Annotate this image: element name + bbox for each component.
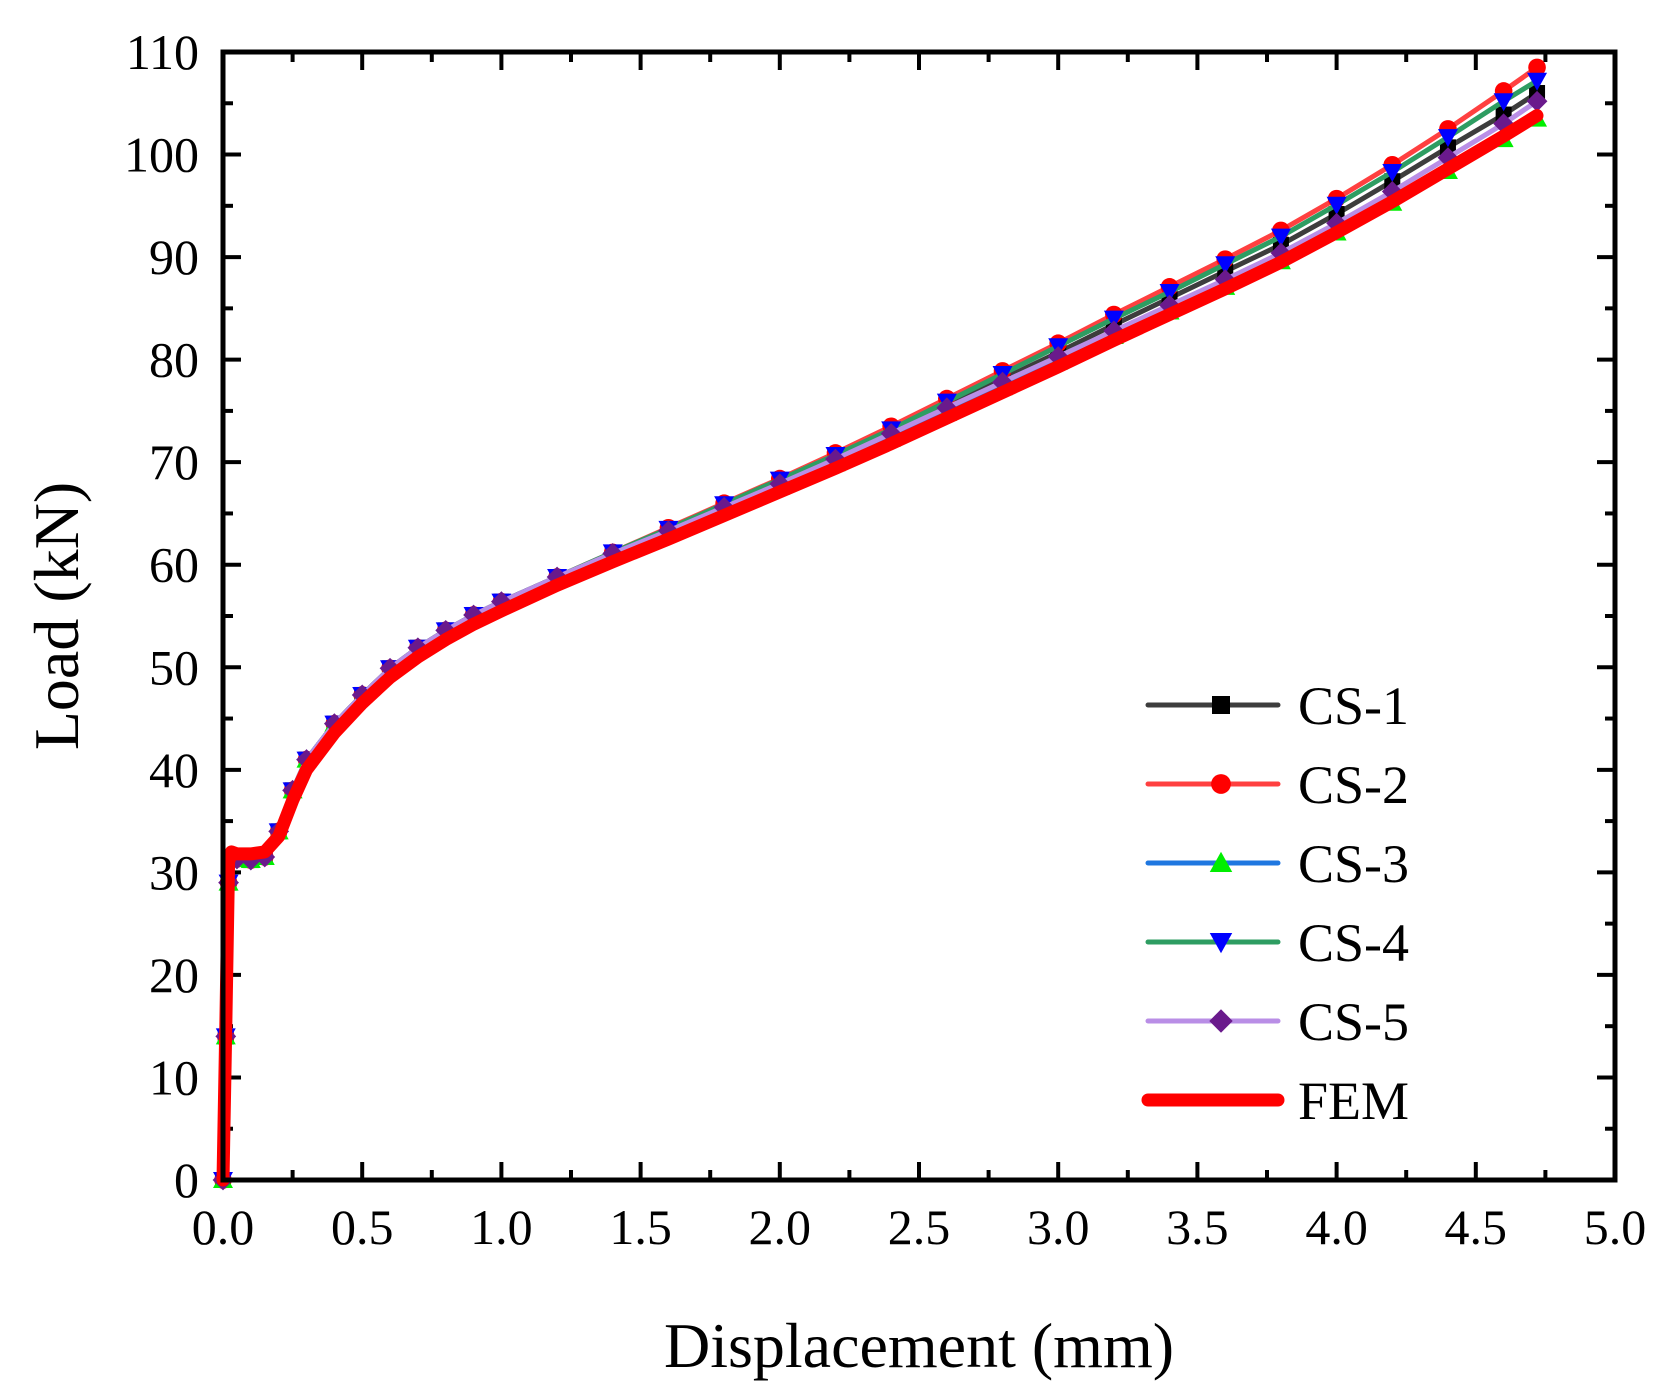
y-tick-label: 70	[149, 434, 199, 490]
y-tick-label: 60	[149, 537, 199, 593]
legend-marker-cs-1	[1212, 696, 1230, 714]
x-tick-label: 0.5	[331, 1199, 394, 1255]
y-tick-label: 0	[174, 1152, 199, 1208]
data-point-cs-4	[1493, 93, 1514, 112]
plot-frame	[220, 49, 1618, 1183]
data-point-cs-4	[1159, 283, 1180, 302]
y-tick-label: 10	[149, 1049, 199, 1105]
data-point-cs-5	[1047, 346, 1069, 367]
legend-item-cs-4: CS-4	[1145, 913, 1409, 973]
x-tick-label: 0.0	[192, 1199, 255, 1255]
legend-item-fem: FEM	[1141, 1071, 1409, 1131]
data-point-cs-4	[1215, 256, 1236, 275]
legend-label-cs-5: CS-5	[1298, 992, 1409, 1052]
legend-label-cs-4: CS-4	[1298, 913, 1409, 973]
x-tick-label: 4.0	[1305, 1199, 1368, 1255]
x-tick-label: 5.0	[1584, 1199, 1647, 1255]
x-tick-label: 3.0	[1027, 1199, 1090, 1255]
data-point-cs-5	[407, 637, 429, 659]
legend-item-cs-1: CS-1	[1145, 676, 1409, 736]
data-point-cs-5	[463, 604, 484, 626]
y-tick-label: 100	[124, 127, 199, 183]
legend-marker-cs-2	[1211, 774, 1231, 794]
series-line-fem	[216, 109, 1544, 1187]
x-tick-label: 4.5	[1445, 1199, 1508, 1255]
y-tick-label: 20	[149, 947, 199, 1003]
y-tick-label: 90	[149, 229, 199, 285]
y-axis-title: Load (kN)	[21, 482, 92, 750]
x-tick-label: 1.0	[470, 1199, 533, 1255]
legend-marker-cs-3	[1209, 851, 1233, 872]
legend-marker-cs-4	[1209, 933, 1233, 954]
x-tick-label: 1.5	[609, 1199, 672, 1255]
series-fem	[216, 109, 1544, 1187]
data-point-cs-4	[1103, 310, 1124, 329]
legend-label-cs-3: CS-3	[1298, 834, 1409, 894]
data-point-cs-4	[1382, 163, 1403, 182]
data-point-cs-5	[1526, 90, 1548, 112]
data-point-cs-5	[1103, 320, 1125, 342]
data-point-cs-5	[1326, 212, 1347, 234]
y-tick-label: 110	[126, 24, 199, 80]
data-point-cs-4	[1270, 228, 1291, 247]
axes: 0.0 0.5 1.0 1.5 2.0 2.5 3.0 3.5 4.0 4.5 5.0 0 10 20 30…	[124, 24, 1646, 1255]
y-tick-label: 50	[149, 639, 199, 695]
legend-item-cs-3: CS-3	[1145, 834, 1409, 894]
data-point-cs-5	[1437, 147, 1459, 169]
legend-item-cs-5: CS-5	[1145, 992, 1409, 1052]
plot-series	[212, 58, 1548, 1191]
data-point-cs-4	[1326, 196, 1347, 215]
legend-label-cs-2: CS-2	[1298, 755, 1409, 815]
y-tick-label: 40	[149, 742, 199, 798]
legend-label-fem: FEM	[1298, 1071, 1409, 1131]
legend-label-cs-1: CS-1	[1298, 676, 1409, 736]
x-tick-label: 3.5	[1166, 1199, 1229, 1255]
x-tick-label: 2.5	[888, 1199, 951, 1255]
legend-item-cs-2: CS-2	[1145, 755, 1409, 815]
data-point-cs-5	[1493, 113, 1515, 135]
legend-marker-cs-5	[1209, 1009, 1233, 1033]
data-point-cs-4	[1527, 72, 1548, 91]
data-point-cs-4	[1437, 129, 1458, 148]
legend: CS-1 CS-2 CS-3 CS-4 CS-5 FEM	[1141, 676, 1409, 1131]
data-point-cs-2	[1528, 58, 1546, 77]
y-tick-label: 30	[149, 844, 199, 900]
x-axis-title: Displacement (mm)	[664, 1310, 1174, 1381]
y-tick-label: 80	[149, 332, 199, 388]
x-tick-label: 2.0	[749, 1199, 812, 1255]
